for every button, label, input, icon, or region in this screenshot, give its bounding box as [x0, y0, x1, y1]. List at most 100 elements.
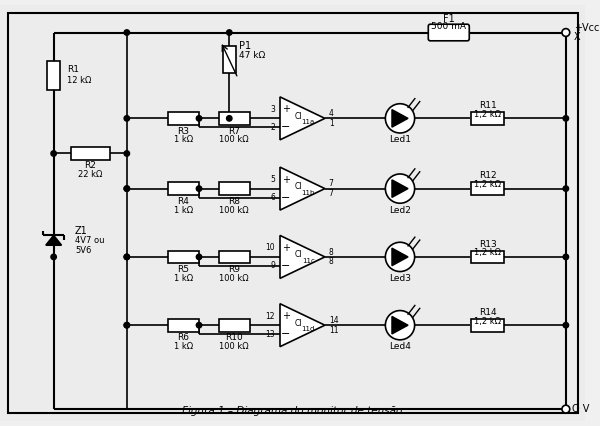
Text: 12 kΩ: 12 kΩ	[67, 76, 92, 85]
Bar	[47, 61, 60, 90]
Circle shape	[124, 186, 130, 191]
Text: 4V7 ou: 4V7 ou	[75, 236, 104, 245]
Text: 22 kΩ: 22 kΩ	[78, 170, 103, 179]
Circle shape	[562, 405, 570, 413]
Polygon shape	[392, 248, 408, 266]
Text: CI: CI	[295, 112, 302, 121]
Circle shape	[124, 30, 130, 35]
Text: 100 kΩ: 100 kΩ	[220, 135, 249, 144]
Polygon shape	[280, 236, 325, 278]
Text: −: −	[281, 193, 290, 203]
Circle shape	[124, 115, 130, 121]
Text: CI: CI	[295, 182, 302, 191]
Circle shape	[227, 115, 232, 121]
Text: X: X	[574, 32, 580, 43]
Circle shape	[227, 30, 232, 35]
Text: 9: 9	[270, 262, 275, 271]
Text: +Vcc: +Vcc	[574, 23, 599, 33]
Text: +: +	[282, 175, 290, 184]
Circle shape	[196, 186, 202, 191]
Circle shape	[196, 115, 202, 121]
Text: 1,2 kΩ: 1,2 kΩ	[475, 180, 502, 189]
Text: R11: R11	[479, 101, 497, 110]
Text: 5: 5	[270, 175, 275, 184]
FancyBboxPatch shape	[168, 319, 199, 331]
Text: 1,2 kΩ: 1,2 kΩ	[475, 317, 502, 326]
FancyBboxPatch shape	[168, 182, 199, 195]
Text: R14: R14	[479, 308, 497, 317]
Text: 6: 6	[270, 193, 275, 202]
Text: 1,2 kΩ: 1,2 kΩ	[475, 110, 502, 119]
Circle shape	[124, 254, 130, 259]
Text: 14: 14	[329, 316, 338, 325]
Text: R12: R12	[479, 171, 497, 181]
Text: R5: R5	[178, 265, 190, 274]
Text: 3: 3	[270, 105, 275, 114]
FancyBboxPatch shape	[471, 112, 505, 125]
Circle shape	[563, 254, 569, 259]
Circle shape	[563, 322, 569, 328]
Text: 1: 1	[329, 119, 334, 128]
Polygon shape	[392, 109, 408, 127]
Text: +: +	[282, 104, 290, 114]
Polygon shape	[280, 167, 325, 210]
Text: O V: O V	[572, 404, 589, 414]
Text: 1 kΩ: 1 kΩ	[174, 342, 193, 351]
Circle shape	[124, 254, 130, 259]
Text: R6: R6	[178, 334, 190, 343]
Text: 1 kΩ: 1 kΩ	[174, 135, 193, 144]
Text: 5V6: 5V6	[75, 245, 91, 255]
Text: 12: 12	[266, 312, 275, 321]
FancyBboxPatch shape	[168, 250, 199, 263]
FancyBboxPatch shape	[218, 250, 250, 263]
Text: 11b: 11b	[302, 190, 315, 196]
Text: 8: 8	[329, 257, 334, 266]
Text: 10: 10	[265, 243, 275, 252]
Text: 2: 2	[271, 123, 275, 132]
FancyBboxPatch shape	[428, 24, 469, 41]
Circle shape	[124, 322, 130, 328]
Text: R10: R10	[225, 334, 243, 343]
Text: 1 kΩ: 1 kΩ	[174, 206, 193, 215]
Text: R2: R2	[85, 161, 96, 170]
Text: R13: R13	[479, 240, 497, 249]
Circle shape	[563, 115, 569, 121]
Circle shape	[196, 322, 202, 328]
Text: +: +	[282, 243, 290, 253]
FancyBboxPatch shape	[218, 182, 250, 195]
Text: Led4: Led4	[389, 342, 411, 351]
Text: Led1: Led1	[389, 135, 411, 144]
Circle shape	[385, 242, 415, 271]
Text: P1: P1	[239, 41, 251, 51]
Circle shape	[385, 311, 415, 340]
Text: 8: 8	[329, 248, 334, 256]
Text: R3: R3	[178, 127, 190, 135]
Text: 13: 13	[265, 330, 275, 339]
Text: 47 kΩ: 47 kΩ	[239, 52, 265, 60]
FancyBboxPatch shape	[168, 112, 199, 125]
Text: −: −	[281, 261, 290, 271]
Polygon shape	[392, 317, 408, 334]
Text: 11c: 11c	[302, 258, 315, 264]
Text: Led2: Led2	[389, 206, 411, 215]
Text: 1 kΩ: 1 kΩ	[174, 274, 193, 283]
Text: R8: R8	[228, 197, 240, 206]
Circle shape	[562, 29, 570, 36]
Text: 500 mA: 500 mA	[431, 22, 466, 31]
FancyBboxPatch shape	[471, 250, 505, 263]
Circle shape	[385, 174, 415, 203]
Circle shape	[196, 254, 202, 259]
Circle shape	[124, 151, 130, 156]
FancyBboxPatch shape	[218, 319, 250, 331]
Text: R1: R1	[67, 65, 79, 74]
Text: F1: F1	[443, 14, 455, 24]
Text: −: −	[281, 329, 290, 339]
Bar	[223, 46, 236, 74]
Text: +: +	[282, 311, 290, 321]
Circle shape	[124, 322, 130, 328]
Text: 100 kΩ: 100 kΩ	[220, 274, 249, 283]
Text: 11: 11	[329, 325, 338, 334]
Text: 4: 4	[329, 109, 334, 118]
FancyBboxPatch shape	[218, 112, 250, 125]
Text: CI: CI	[295, 250, 302, 259]
